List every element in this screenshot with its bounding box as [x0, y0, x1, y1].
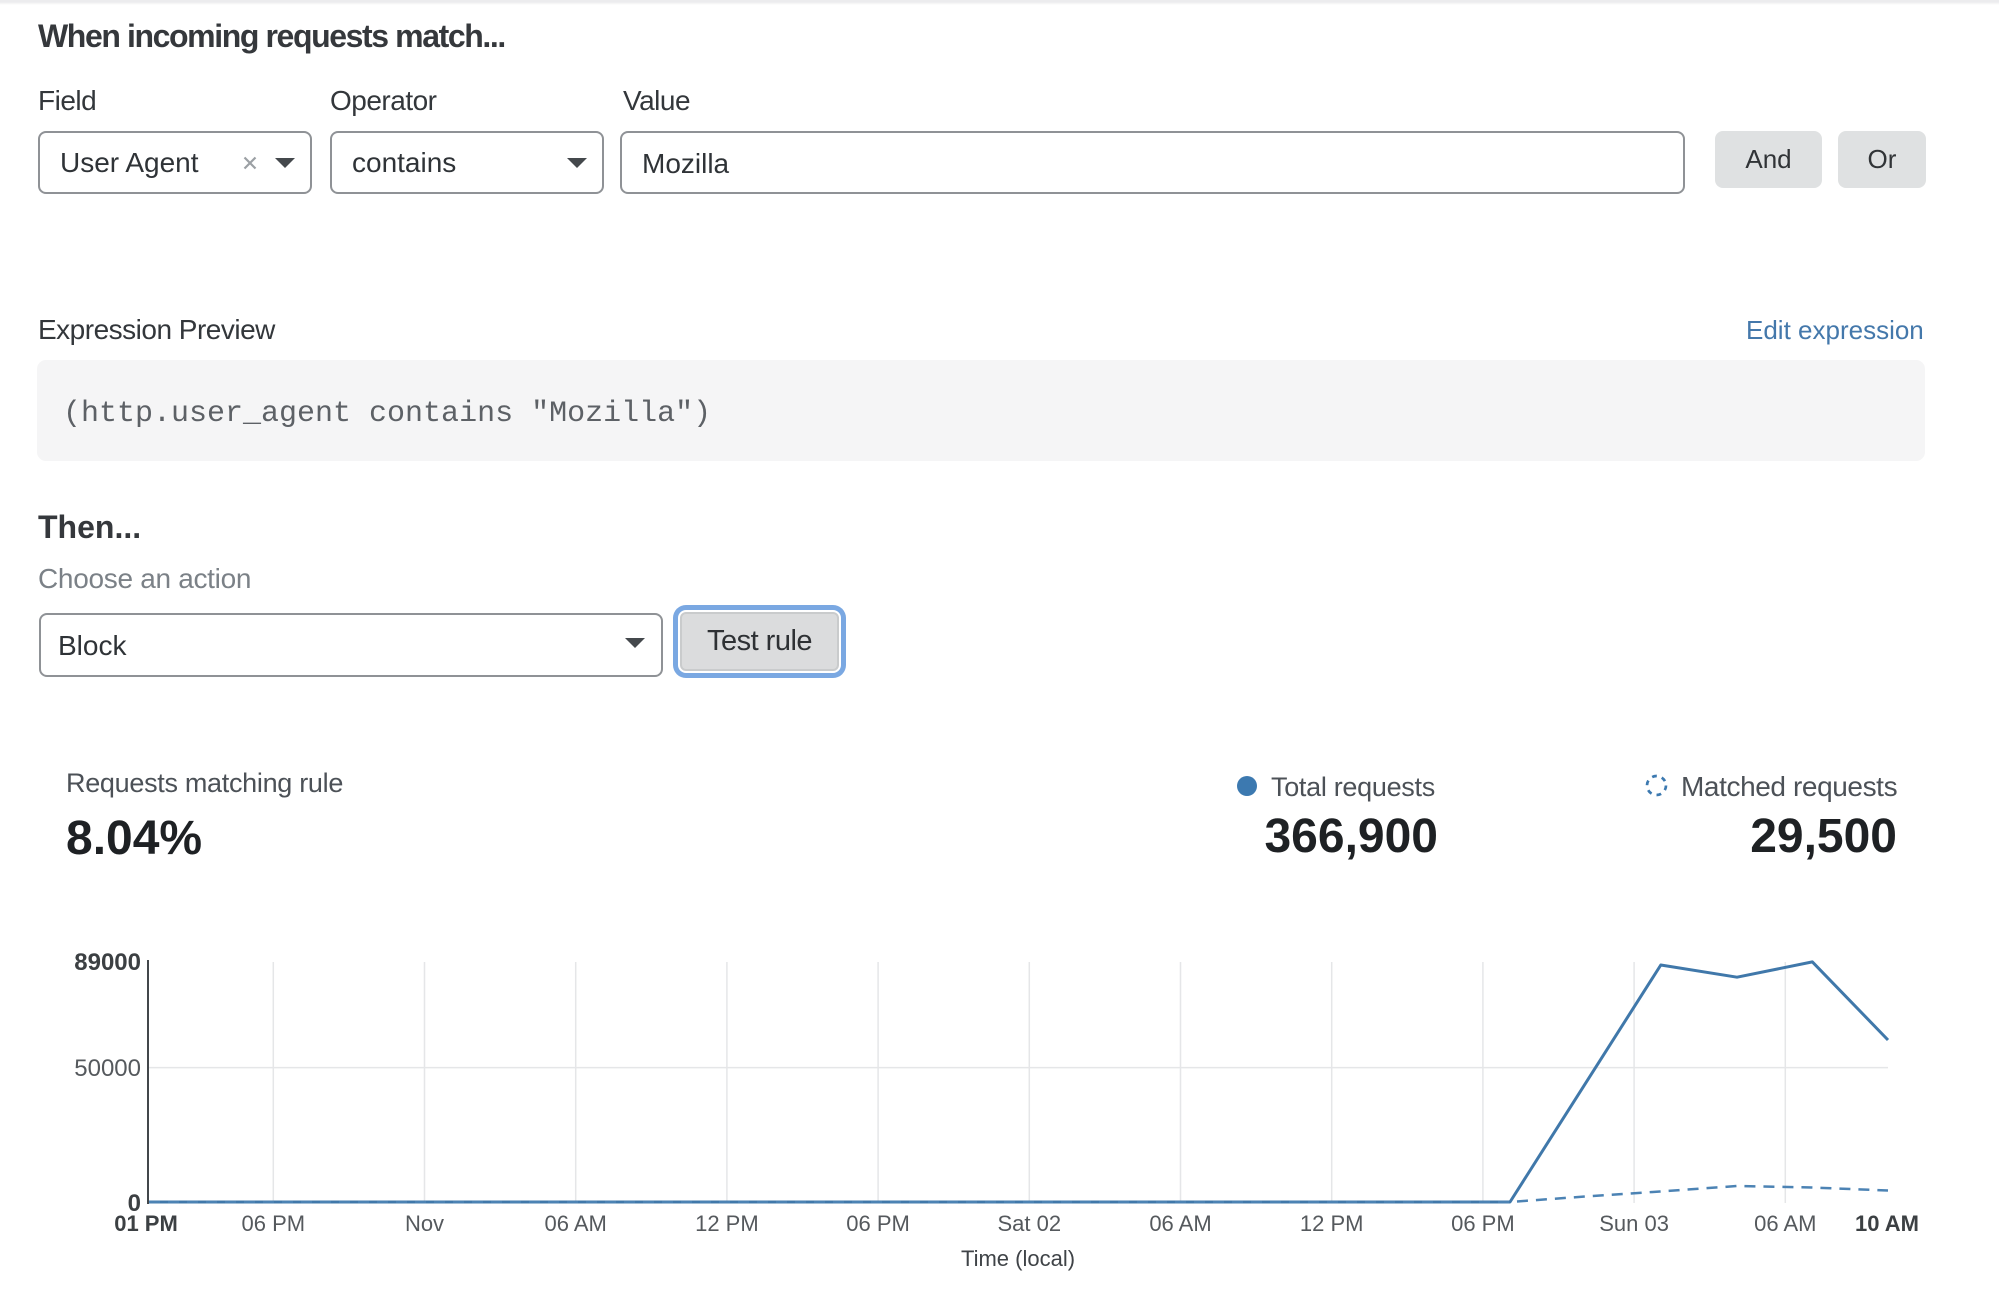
svg-text:50000: 50000: [74, 1055, 141, 1082]
svg-text:Time (local): Time (local): [961, 1246, 1075, 1271]
svg-text:06 PM: 06 PM: [242, 1211, 306, 1236]
svg-text:Sun 03: Sun 03: [1599, 1211, 1669, 1236]
svg-text:06 AM: 06 AM: [545, 1211, 607, 1236]
svg-text:06 AM: 06 AM: [1149, 1211, 1211, 1236]
svg-text:06 PM: 06 PM: [1451, 1211, 1515, 1236]
svg-text:Sat 02: Sat 02: [997, 1211, 1061, 1236]
svg-text:12 PM: 12 PM: [1300, 1211, 1364, 1236]
svg-text:Nov: Nov: [405, 1211, 444, 1236]
svg-text:10 AM: 10 AM: [1855, 1211, 1919, 1236]
svg-text:0: 0: [128, 1190, 141, 1217]
svg-text:12 PM: 12 PM: [695, 1211, 759, 1236]
svg-text:06 AM: 06 AM: [1754, 1211, 1816, 1236]
svg-text:06 PM: 06 PM: [846, 1211, 910, 1236]
svg-text:89000: 89000: [74, 949, 141, 976]
svg-text:01 PM: 01 PM: [114, 1211, 178, 1236]
